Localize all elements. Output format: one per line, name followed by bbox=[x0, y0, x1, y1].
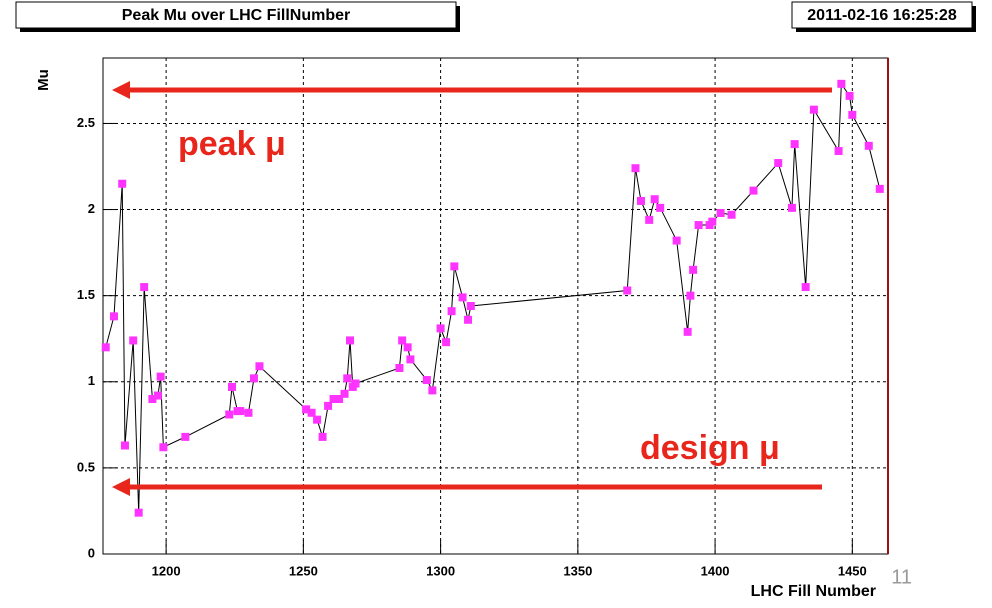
data-point bbox=[672, 236, 681, 245]
data-point bbox=[631, 164, 640, 173]
timestamp: 2011-02-16 16:25:28 bbox=[807, 7, 957, 24]
data-point bbox=[464, 315, 473, 324]
data-point bbox=[343, 374, 352, 383]
data-point bbox=[436, 324, 445, 333]
data-point bbox=[153, 391, 162, 400]
data-point bbox=[403, 343, 412, 352]
data-point bbox=[156, 372, 165, 381]
data-point bbox=[686, 291, 695, 300]
data-point bbox=[318, 432, 327, 441]
data-point bbox=[225, 410, 234, 419]
x-tick-label: 1350 bbox=[563, 563, 592, 578]
y-tick-label: 0 bbox=[88, 545, 95, 560]
data-point bbox=[101, 343, 110, 352]
data-point bbox=[845, 91, 854, 100]
data-point bbox=[636, 196, 645, 205]
x-tick-label: 1300 bbox=[426, 563, 455, 578]
x-tick-label: 1250 bbox=[289, 563, 318, 578]
data-point bbox=[255, 362, 264, 371]
data-point bbox=[395, 364, 404, 372]
data-point bbox=[656, 203, 665, 212]
data-point bbox=[623, 286, 632, 295]
data-point bbox=[324, 401, 333, 410]
data-point bbox=[790, 140, 799, 149]
data-point bbox=[450, 262, 459, 271]
data-point bbox=[129, 336, 138, 345]
data-point bbox=[458, 293, 467, 302]
y-tick-label: 2 bbox=[88, 201, 95, 216]
design-arrow-head bbox=[112, 478, 130, 496]
data-point bbox=[244, 408, 253, 417]
data-point bbox=[809, 105, 818, 114]
data-point bbox=[398, 336, 407, 345]
data-point bbox=[329, 395, 338, 403]
data-point bbox=[645, 215, 654, 224]
annotation: design μ bbox=[640, 429, 780, 467]
data-point bbox=[134, 508, 143, 517]
data-point bbox=[307, 408, 316, 417]
data-point bbox=[442, 338, 451, 347]
data-point bbox=[694, 221, 703, 230]
data-point bbox=[428, 386, 437, 395]
data-point bbox=[864, 141, 873, 150]
timestamp-box bbox=[791, 1, 973, 29]
x-axis-label: LHC Fill Number bbox=[751, 583, 876, 600]
x-tick-label: 1200 bbox=[152, 563, 181, 578]
data-point bbox=[335, 395, 344, 403]
peak-arrow-head bbox=[112, 81, 130, 99]
chart-title: Peak Mu over LHC FillNumber bbox=[122, 7, 351, 24]
data-point bbox=[302, 405, 311, 414]
data-point bbox=[683, 327, 692, 336]
data-point bbox=[834, 147, 843, 155]
data-point bbox=[708, 217, 717, 226]
data-point bbox=[422, 376, 431, 385]
data-point bbox=[140, 283, 149, 292]
data-point bbox=[801, 283, 810, 292]
y-tick-label: 2.5 bbox=[77, 115, 95, 130]
data-point bbox=[148, 395, 157, 403]
y-axis-label: Mu bbox=[35, 69, 52, 91]
data-point bbox=[848, 110, 857, 119]
data-point bbox=[313, 415, 322, 424]
page-number: 11 bbox=[891, 566, 912, 588]
plot-frame bbox=[102, 57, 889, 555]
data-point bbox=[787, 203, 796, 212]
data-point bbox=[650, 195, 659, 204]
data-point bbox=[689, 265, 698, 274]
data-point bbox=[406, 355, 415, 364]
annotation: peak μ bbox=[178, 125, 286, 163]
data-point bbox=[120, 441, 129, 450]
data-point bbox=[109, 312, 118, 321]
data-point bbox=[228, 382, 237, 391]
y-tick-label: 1 bbox=[88, 373, 95, 388]
data-point bbox=[181, 432, 190, 441]
data-point bbox=[716, 209, 725, 217]
y-tick-label: 1.5 bbox=[77, 287, 95, 302]
data-point bbox=[749, 186, 758, 195]
data-point bbox=[774, 159, 783, 168]
data-point bbox=[727, 210, 736, 219]
title-box bbox=[15, 1, 457, 29]
x-tick-label: 1400 bbox=[701, 563, 730, 578]
data-point bbox=[340, 389, 349, 398]
y-tick-label: 0.5 bbox=[77, 459, 95, 474]
data-point bbox=[346, 336, 355, 345]
data-point bbox=[875, 184, 884, 193]
data-point bbox=[159, 443, 168, 452]
data-point bbox=[837, 79, 846, 88]
data-point bbox=[249, 374, 258, 383]
data-point bbox=[447, 307, 456, 316]
data-point bbox=[236, 407, 245, 416]
data-point bbox=[118, 179, 127, 188]
data-point bbox=[351, 379, 360, 388]
data-point bbox=[466, 302, 475, 310]
x-tick-label: 1450 bbox=[838, 563, 867, 578]
